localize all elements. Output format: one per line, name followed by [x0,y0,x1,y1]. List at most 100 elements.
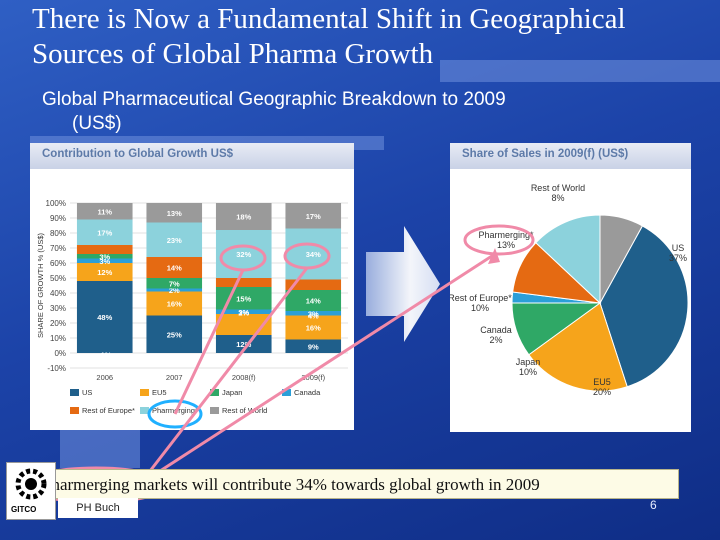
bar-data-label: 25% [167,330,182,339]
subtitle-line-2: (US$) [72,113,122,134]
legend-label: Canada [294,388,321,397]
bar-data-label: 17% [97,228,112,237]
bar-data-label: 7% [169,279,180,288]
y-tick-label: 30% [50,304,66,313]
legend-swatch [282,389,291,396]
pie-slice-value: 10% [471,303,489,313]
legend-label: EU5 [152,388,167,397]
growth-chart-header: Contribution to Global Growth US$ [30,143,354,169]
bar-extra-label: -1% [98,351,112,360]
bar-data-label: 13% [167,209,182,218]
legend-label: US [82,388,92,397]
legend-swatch [70,407,79,414]
legend-label: Rest of Europe* [82,406,135,415]
pie-slice [599,225,689,388]
page-number: 6 [650,498,657,512]
bar-data-label: 23% [167,236,182,245]
pie-slice [535,214,601,305]
y-tick-label: 70% [50,244,66,253]
sales-chart-panel: Share of Sales in 2009(f) (US$) US 37% EU5… [450,143,691,432]
y-tick-label: 20% [50,319,66,328]
bar-data-label: 14% [167,264,182,273]
bar-segment [76,245,133,254]
pie-slice-name: Pharmerging* [478,230,534,240]
growth-bar-chart: -10% 0% 10% 20% 30% 40% 50% 60% 70% 80% 90% 100% SHA… [36,199,348,415]
bar-data-label: 17% [306,212,321,221]
bar-data-label: 3% [99,257,110,266]
pie-slice-value: 13% [497,240,515,250]
bar-segment [215,278,272,287]
gitco-logo: GITCO [6,462,56,520]
bar-data-label: 16% [306,324,321,333]
y-tick-label: 40% [50,289,66,298]
pie-slice-name: Rest of Europe* [450,293,512,303]
decor-band-top [440,60,720,82]
legend-swatch [70,389,79,396]
sales-chart-title: Share of Sales in 2009(f) (US$) [462,148,629,160]
bar-data-label: 9% [308,342,319,351]
pie-slice [599,214,644,304]
bar-data-label: 14% [306,297,321,306]
legend-label: Japan [222,388,242,397]
bar-segment [76,258,133,263]
x-tick-label: 2007 [166,373,183,382]
legend-label: Pharmerging* [152,406,198,415]
growth-chart-title: Contribution to Global Growth US$ [42,148,234,160]
y-tick-label: 0% [54,349,66,358]
bar-data-label: 18% [236,213,251,222]
slide-title: There is Now a Fundamental Shift in Geog… [32,3,626,70]
x-tick-label: 2009(f) [301,373,325,382]
subtitle-line-1: Global Pharmaceutical Geographic Breakdo… [42,89,506,110]
legend-swatch [210,407,219,414]
bar-segment [285,203,342,229]
pie-slice-name: Canada [480,325,512,335]
bar-extra-label: 2% [238,309,249,318]
pie-slice [528,302,628,392]
legend-swatch [140,389,149,396]
bar-data-label: 12% [236,340,251,349]
bar-segment [76,281,133,353]
legend-swatch [210,389,219,396]
x-tick-label: 2008(f) [232,373,256,382]
bar-segment [215,203,272,230]
bar-segment [76,219,133,245]
sales-chart-header: Share of Sales in 2009(f) (US$) [450,143,691,169]
pie-slice-value: 37% [669,253,687,263]
footer-callout: Pharmerging markets will contribute 34% … [35,469,679,499]
decor-band-bottom [60,428,140,468]
bar-extra-label: 4% [308,312,319,321]
pie-slice-name: EU5 [593,377,611,387]
legend-label: Rest of World [222,406,267,415]
slide-subtitle: Global Pharmaceutical Geographic Breakdo… [42,88,702,136]
y-tick-label: 100% [46,199,66,208]
pie-slice-name: Japan [516,357,541,367]
author-label: PH Buch [58,498,138,518]
bar-data-label: 3% [99,252,110,261]
bar-data-label: 34% [306,250,321,259]
bar-data-label: 48% [97,313,112,322]
pie-slice-name: Rest of World [531,183,585,193]
bar-data-label: 12% [97,268,112,277]
legend-swatch [140,407,149,414]
pie-slice-value: 2% [489,335,502,345]
pie-slice-value: 10% [519,367,537,377]
x-tick-label: 2006 [96,373,113,382]
logo-text: GITCO [11,505,37,514]
bar-data-label: 32% [236,250,251,259]
transition-arrow-icon [366,226,440,342]
bar-segment [76,254,133,259]
y-axis-label: SHARE OF GROWTH % (US$) [36,233,45,339]
bar-segment [285,279,342,290]
growth-chart-panel: Contribution to Global Growth US$ -10% 0%… [30,143,354,430]
y-tick-label: 60% [50,259,66,268]
y-tick-label: 50% [50,274,66,283]
footer-text: Pharmerging markets will contribute 34% … [42,475,540,494]
y-tick-label: 10% [50,334,66,343]
y-tick-label: 80% [50,229,66,238]
gear-logo-icon [15,468,47,500]
bar-data-label: 15% [236,294,251,303]
bar-data-label: 11% [97,207,112,216]
pie-slice-name: US [672,243,685,253]
bar-segment [76,263,133,281]
